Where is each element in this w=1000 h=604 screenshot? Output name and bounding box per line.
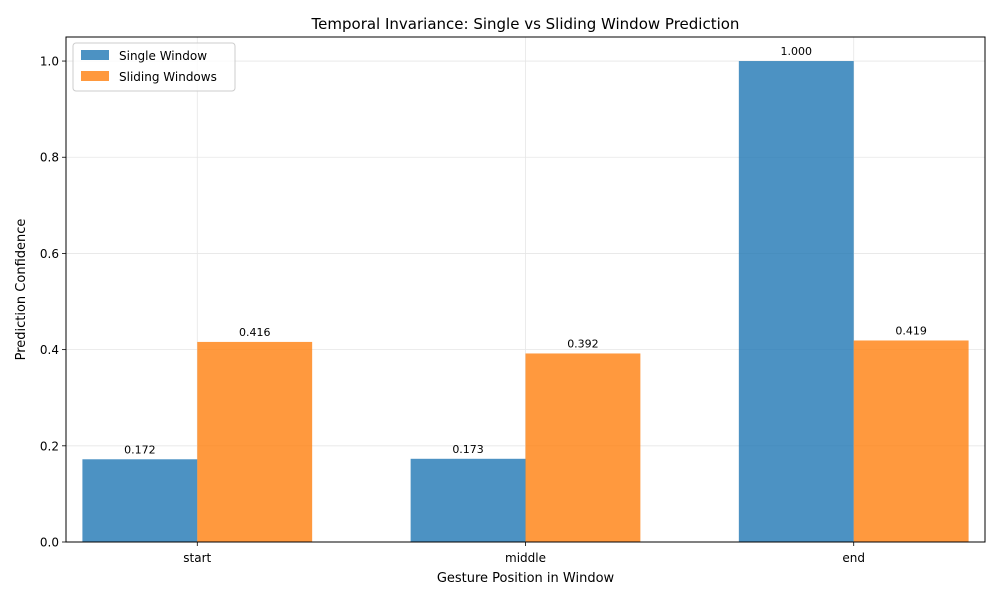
bar-value-label: 0.419 <box>895 324 927 337</box>
legend-label: Sliding Windows <box>119 70 217 84</box>
y-axis-label: Prediction Confidence <box>14 219 29 361</box>
bar-value-labels: 0.172 0.173 1.000 0.416 0.392 0.419 <box>124 45 927 456</box>
x-tick-label: middle <box>505 551 546 565</box>
bar-value-label: 0.173 <box>452 443 484 456</box>
bar-sliding-windows-middle <box>525 353 641 542</box>
bar-single-window-middle <box>410 458 526 542</box>
bar-value-label: 0.172 <box>124 443 156 456</box>
x-axis-label: Gesture Position in Window <box>437 571 615 586</box>
y-tick-label: 0.8 <box>40 151 59 165</box>
bar-value-label: 1.000 <box>781 45 813 58</box>
y-tick-label: 0.2 <box>40 439 59 453</box>
bar-value-label: 0.416 <box>239 326 271 339</box>
y-tick-label: 0.0 <box>40 536 59 550</box>
x-tick-label: start <box>183 551 211 565</box>
x-tick-label: end <box>842 551 865 565</box>
legend-label: Single Window <box>119 49 207 63</box>
chart-title: Temporal Invariance: Single vs Sliding W… <box>311 15 740 33</box>
legend-box <box>72 42 236 92</box>
legend-swatch <box>81 50 109 60</box>
bar-single-window-end <box>738 61 854 543</box>
x-axis: start middle end <box>183 542 865 565</box>
bar-sliding-windows-end <box>853 340 969 542</box>
legend: Single Window Sliding Windows <box>72 42 236 92</box>
y-tick-label: 0.4 <box>40 343 59 357</box>
bar-sliding-windows-start <box>197 341 313 542</box>
y-axis: 0.0 0.2 0.4 0.6 0.8 1.0 <box>40 55 66 550</box>
bars <box>82 61 969 543</box>
y-tick-label: 1.0 <box>40 55 59 69</box>
bar-single-window-start <box>82 459 198 542</box>
y-tick-label: 0.6 <box>40 247 59 261</box>
bar-value-label: 0.392 <box>567 337 599 350</box>
legend-swatch <box>81 71 109 81</box>
